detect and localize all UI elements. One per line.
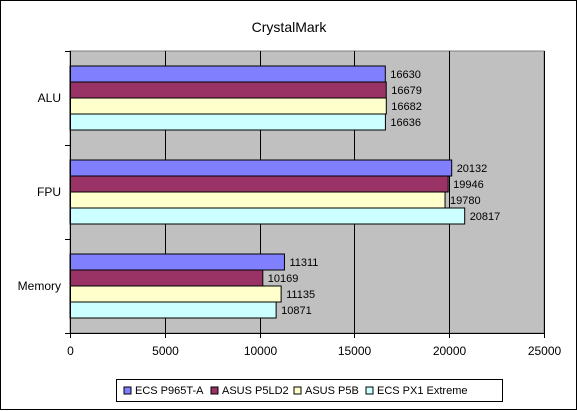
data-label: 11311 — [289, 257, 318, 269]
data-label: 19780 — [450, 195, 481, 207]
bar — [69, 81, 387, 99]
bar — [69, 113, 386, 131]
y-tick-label: ALU — [38, 91, 61, 105]
legend-label: ASUS P5LD2 — [222, 385, 289, 397]
data-label: 16679 — [391, 85, 422, 97]
chart-title: CrystalMark — [252, 19, 328, 35]
bar — [69, 301, 277, 319]
data-label: 19946 — [453, 179, 484, 191]
x-tick-label: 25000 — [528, 344, 562, 358]
data-label: 16636 — [390, 117, 421, 129]
axes-layer: ALU FPU Memory 0 5000 10000 15000 20000 25000 — [18, 51, 562, 358]
legend-label: ECS PX1 Extreme — [377, 385, 467, 397]
data-labels-layer: 16630 16679 16682 16636 20132 19946 19780 20817… — [268, 69, 500, 317]
legend-swatch — [123, 386, 132, 395]
y-tick-label: FPU — [37, 185, 61, 199]
bars-layer — [69, 65, 466, 319]
legend-box — [116, 379, 503, 402]
bar — [69, 269, 264, 287]
x-tick-label: 0 — [67, 344, 74, 358]
bar — [69, 97, 387, 115]
legend-label: ASUS P5B — [305, 385, 359, 397]
bar — [69, 65, 386, 83]
data-label: 20132 — [457, 163, 488, 175]
data-label: 20817 — [470, 211, 501, 223]
bar — [69, 175, 449, 193]
bar — [69, 207, 466, 225]
legend-label: ECS P965T-A — [135, 385, 204, 397]
data-label: 10871 — [281, 305, 312, 317]
bar — [69, 191, 446, 209]
x-tick-label: 20000 — [433, 344, 467, 358]
legend: ECS P965T-A ASUS P5LD2 ASUS P5B ECS PX1 Ext… — [116, 379, 503, 402]
x-tick-label: 15000 — [338, 344, 372, 358]
data-label: 11135 — [286, 289, 315, 301]
data-label: 10169 — [268, 273, 299, 285]
y-tick-label: Memory — [18, 279, 61, 293]
legend-swatch — [210, 386, 219, 395]
bar — [69, 159, 453, 177]
legend-swatch — [293, 386, 302, 395]
x-tick-label: 10000 — [244, 344, 278, 358]
data-label: 16630 — [390, 69, 421, 81]
bar — [69, 285, 282, 303]
x-tick-label: 5000 — [152, 344, 179, 358]
data-label: 16682 — [391, 101, 422, 113]
bar — [69, 253, 285, 271]
legend-swatch — [365, 386, 374, 395]
